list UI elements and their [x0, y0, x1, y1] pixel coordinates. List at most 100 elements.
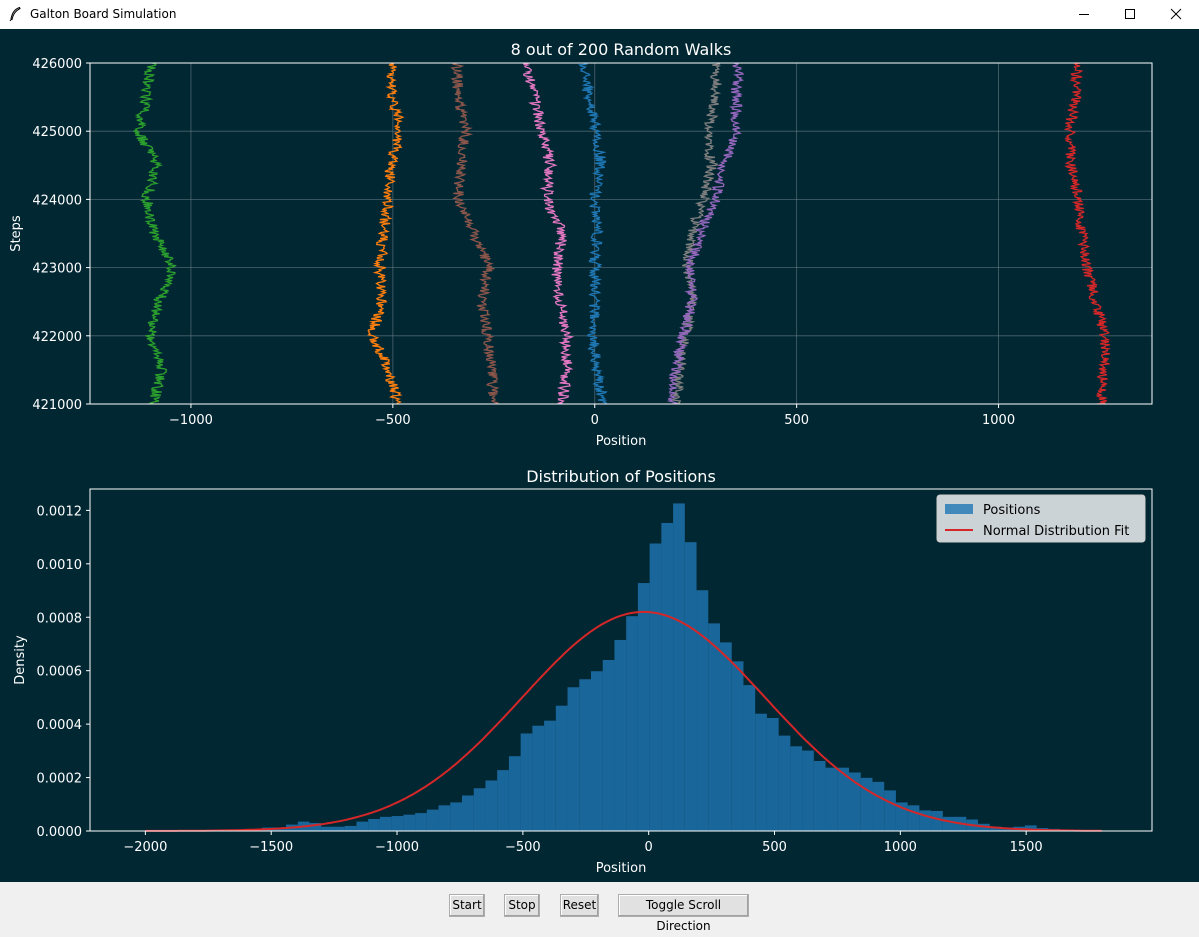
walks-y-axis-label: Steps: [9, 215, 24, 252]
hist-bar: [884, 790, 896, 831]
hist-bar: [895, 802, 908, 831]
walk-line-3: [450, 63, 500, 404]
hist-bar: [731, 661, 744, 831]
hist-bar: [790, 746, 803, 831]
figure-canvas: −1000 −500 0 500 1000 421000 422000 423000 42400…: [0, 29, 1199, 882]
hist-bar: [544, 720, 556, 831]
hist-bar: [813, 760, 826, 831]
hist-bar: [802, 750, 814, 831]
walk-line-1: [133, 63, 177, 404]
hist-bar: [649, 543, 662, 831]
hist-bar: [684, 542, 697, 831]
hist-bar: [333, 826, 345, 831]
maximize-button[interactable]: [1107, 0, 1153, 29]
hist-bar: [344, 825, 357, 831]
hist-bar: [743, 685, 756, 831]
walks-x-tick-label: 500: [784, 413, 809, 428]
hist-x-tick-label: −1000: [375, 840, 419, 855]
hist-bar: [907, 805, 920, 831]
hist-y-tick-label: 0.0006: [37, 665, 83, 680]
hist-y-tick-label: 0.0004: [37, 718, 83, 733]
hist-y-tick-label: 0.0000: [37, 825, 83, 840]
hist-bar: [555, 705, 568, 831]
hist-bar: [778, 735, 791, 831]
hist-bar: [989, 826, 1002, 831]
hist-bar: [520, 733, 533, 831]
legend-box: [936, 494, 1146, 543]
hist-bar: [755, 713, 767, 831]
hist-bar: [720, 642, 732, 831]
walks-y-tick-label: 422000: [32, 330, 82, 345]
hist-y-axis-label: Density: [13, 635, 28, 685]
walk-line-8: [1063, 63, 1111, 404]
hist-bar: [614, 639, 627, 831]
walk-line-4: [522, 63, 575, 404]
walks-y-tick-label: 425000: [32, 125, 82, 140]
hist-x-tick-label: 1000: [884, 840, 917, 855]
close-button[interactable]: [1153, 0, 1199, 29]
walk-line-2: [367, 63, 405, 404]
hist-bar: [309, 822, 322, 831]
hist-bar: [661, 522, 674, 831]
minimize-button[interactable]: [1061, 0, 1107, 29]
hist-x-tick-label: 500: [762, 840, 787, 855]
walks-y-tick-label: 426000: [32, 57, 82, 72]
start-button[interactable]: Start: [449, 894, 485, 917]
normal-fit-line: [145, 610, 1102, 832]
hist-bar: [450, 802, 463, 831]
hist-bar: [321, 826, 334, 831]
legend-swatch-positions: [945, 504, 973, 514]
hist-bar: [591, 671, 603, 831]
hist-x-tick-label: 1500: [1010, 840, 1043, 855]
walk-line-7: [666, 63, 745, 404]
reset-button[interactable]: Reset: [560, 894, 599, 917]
hist-bar: [931, 810, 943, 831]
walks-x-axis-label: Position: [596, 434, 647, 449]
hist-bar: [391, 816, 404, 831]
hist-bar: [426, 809, 439, 831]
hist-bar: [942, 816, 955, 831]
hist-bar: [579, 679, 592, 831]
stop-button[interactable]: Stop: [504, 894, 540, 917]
maximize-icon: [1125, 9, 1135, 19]
hist-y-tick-label: 0.0008: [37, 611, 83, 626]
walks-chart-title: 8 out of 200 Random Walks: [511, 40, 732, 59]
hist-bar: [696, 590, 709, 831]
walks-y-tick-label: 421000: [32, 398, 82, 413]
walks-series-group: [133, 63, 1111, 404]
walks-x-tick-label: 0: [591, 413, 599, 428]
hist-x-axis-label: Position: [596, 861, 647, 876]
legend-label-normal-fit: Normal Distribution Fit: [983, 524, 1129, 539]
legend-label-positions: Positions: [983, 503, 1041, 518]
hist-bar: [438, 805, 451, 831]
hist-bar: [497, 770, 509, 831]
minimize-icon: [1079, 14, 1089, 15]
toggle-scroll-direction-button[interactable]: Toggle Scroll Direction: [618, 894, 749, 933]
hist-bar: [872, 781, 885, 831]
hist-y-tick-label: 0.0002: [37, 772, 83, 787]
hist-bar: [837, 767, 850, 831]
hist-x-tick-label: −500: [505, 840, 541, 855]
hist-bar: [825, 767, 838, 831]
walks-y-tick-label: 423000: [32, 262, 82, 277]
title-bar: Galton Board Simulation: [0, 0, 1199, 29]
close-icon: [1170, 8, 1182, 20]
hist-bar: [403, 814, 416, 831]
hist-y-tick-label: 0.0010: [37, 558, 83, 573]
hist-bar: [415, 813, 427, 831]
walks-x-tick-label: 1000: [982, 413, 1015, 428]
hist-bar: [708, 623, 721, 831]
hist-bar: [849, 772, 861, 831]
hist-bar: [602, 660, 615, 831]
hist-bar: [473, 788, 486, 831]
walks-y-tick-label: 424000: [32, 193, 82, 208]
hist-axes-frame: [89, 488, 1153, 832]
hist-bar: [508, 756, 521, 831]
feather-icon: [9, 6, 21, 22]
hist-bar: [462, 795, 474, 831]
walks-x-tick-label: −500: [375, 413, 411, 428]
hist-chart-title: Distribution of Positions: [526, 467, 716, 486]
walks-axes-frame: [89, 62, 1153, 405]
hist-bar: [356, 821, 369, 831]
hist-bar: [1024, 825, 1037, 831]
